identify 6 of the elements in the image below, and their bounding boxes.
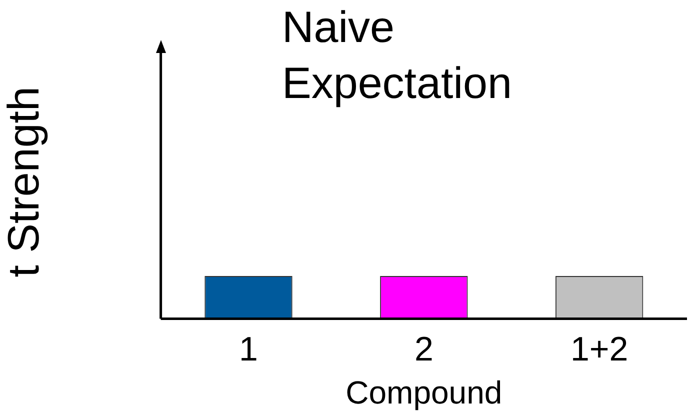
- x-tick-label: 1: [239, 330, 258, 369]
- y-axis-title: t Strength: [0, 86, 49, 278]
- x-tick-label: 1+2: [570, 330, 628, 369]
- x-tick-label: 2: [414, 330, 434, 369]
- chart-title: Naive Expectation: [282, 3, 512, 108]
- x-axis-title: Compound: [346, 374, 502, 411]
